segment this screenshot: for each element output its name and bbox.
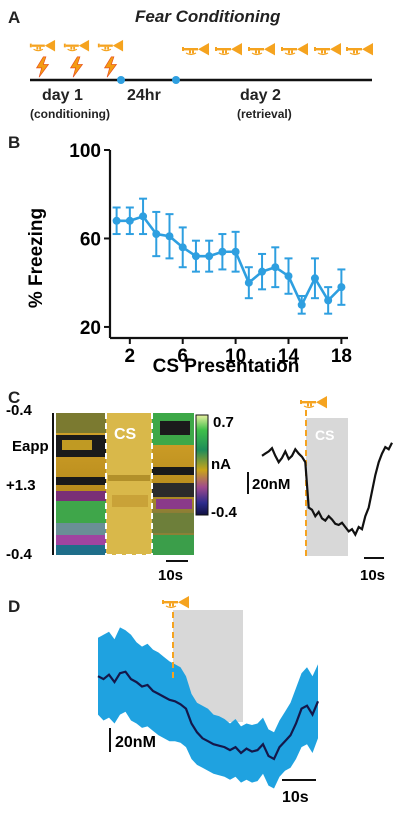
x-tick-label: 10	[225, 346, 246, 367]
conditioning-timeline	[29, 39, 374, 84]
freezing-point	[244, 278, 253, 287]
freezing-point	[271, 263, 280, 272]
average-dopamine-chart: 20nM 10s	[97, 595, 320, 806]
sem-band	[98, 627, 318, 789]
heatmap-ytick-bottom: -0.4	[6, 546, 33, 563]
cs-trumpet-icon	[299, 395, 328, 409]
day1-trumpet-icon-2	[63, 39, 90, 53]
day2-trumpet-icon-3	[247, 42, 276, 57]
x-axis-label: CS Presentation	[153, 356, 300, 377]
heatmap-scalebar-label: 10s	[158, 567, 183, 584]
trace-d-yscalebar-label: 20nM	[115, 734, 156, 751]
day2-trumpet-icon-4	[280, 42, 309, 57]
freezing-point	[231, 247, 240, 256]
heatmap-cs-label: CS	[114, 426, 137, 443]
colorbar-min: -0.4	[211, 504, 238, 521]
x-tick-label: 6	[177, 346, 188, 367]
panel-d-letter: D	[8, 597, 21, 616]
trace-d-xscalebar-label: 10s	[282, 789, 309, 806]
freezing-point	[139, 212, 148, 221]
freezing-point	[205, 252, 214, 261]
dopamine-trace-chart: CS 20nM 10s	[247, 395, 393, 584]
trace-c-yscalebar-label: 20nM	[252, 476, 290, 493]
heatmap-ytick-top: -0.4	[6, 402, 33, 419]
day2-sublabel: (retrieval)	[237, 107, 292, 121]
day2-trumpet-icon-5	[313, 42, 342, 57]
gap-label: 24hr	[127, 87, 161, 104]
day1-shock-icon-3	[104, 56, 117, 78]
freezing-point	[258, 267, 267, 276]
freezing-point	[191, 252, 200, 261]
d-trumpet-icon	[161, 595, 190, 610]
y-tick-label: 20	[80, 318, 101, 339]
freezing-chart: % Freezing CS Presentation 20 60 100 2 6 10 14…	[26, 141, 352, 377]
cs-shaded-region	[306, 418, 348, 556]
dopamine-trace-line	[261, 442, 393, 537]
freezing-point	[152, 230, 161, 239]
x-tick-label: 2	[125, 346, 136, 367]
timeline-dot-day2	[172, 76, 180, 84]
day2-trumpet-icon-1	[181, 42, 210, 57]
panel-c-letter: C	[8, 388, 21, 407]
freezing-point	[337, 283, 346, 292]
day1-sublabel: (conditioning)	[30, 107, 110, 121]
day2-label: day 2	[240, 87, 281, 104]
panel-a-title: Fear Conditioning	[135, 7, 281, 26]
colorbar	[195, 414, 209, 516]
x-tick-label: 18	[331, 346, 352, 367]
heatmap-image	[56, 413, 194, 556]
panel-b-letter: B	[8, 133, 21, 152]
colorbar-max: 0.7	[213, 414, 234, 431]
y-tick-label: 60	[80, 229, 101, 250]
day2-trumpet-icon-6	[345, 42, 374, 57]
heatmap-ylabel: Eapp	[12, 438, 49, 455]
freezing-point	[310, 274, 319, 283]
freezing-point	[297, 300, 306, 309]
freezing-point	[165, 232, 174, 241]
timeline-dot-day1	[117, 76, 125, 84]
mean-trace-line	[97, 670, 320, 761]
freezing-series-line	[116, 214, 343, 308]
freezing-point	[218, 247, 227, 256]
freezing-point	[112, 216, 121, 225]
freezing-point	[324, 296, 333, 305]
y-axis-label: % Freezing	[26, 208, 47, 308]
day1-shock-icon-2	[70, 56, 83, 78]
freezing-point	[284, 272, 293, 281]
day1-trumpet-icon-3	[97, 39, 124, 53]
heatmap-ytick-mid: +1.3	[6, 477, 36, 494]
freezing-point	[178, 243, 187, 252]
trace-c-xscalebar-label: 10s	[360, 567, 385, 584]
trace-cs-label: CS	[315, 427, 334, 443]
y-tick-label: 100	[69, 141, 101, 162]
x-tick-label: 14	[278, 346, 300, 367]
fscv-heatmap: CS -0.4 Eapp +1.3 -0.4 0.7 nA -0.4 10s	[6, 402, 238, 584]
day2-trumpet-icon-2	[214, 42, 243, 57]
day1-trumpet-icon-1	[29, 39, 56, 53]
day1-label: day 1	[42, 87, 83, 104]
colorbar-unit: nA	[211, 456, 231, 473]
panel-a-letter: A	[8, 8, 21, 27]
freezing-point	[125, 216, 134, 225]
day1-shock-icon-1	[36, 56, 49, 78]
